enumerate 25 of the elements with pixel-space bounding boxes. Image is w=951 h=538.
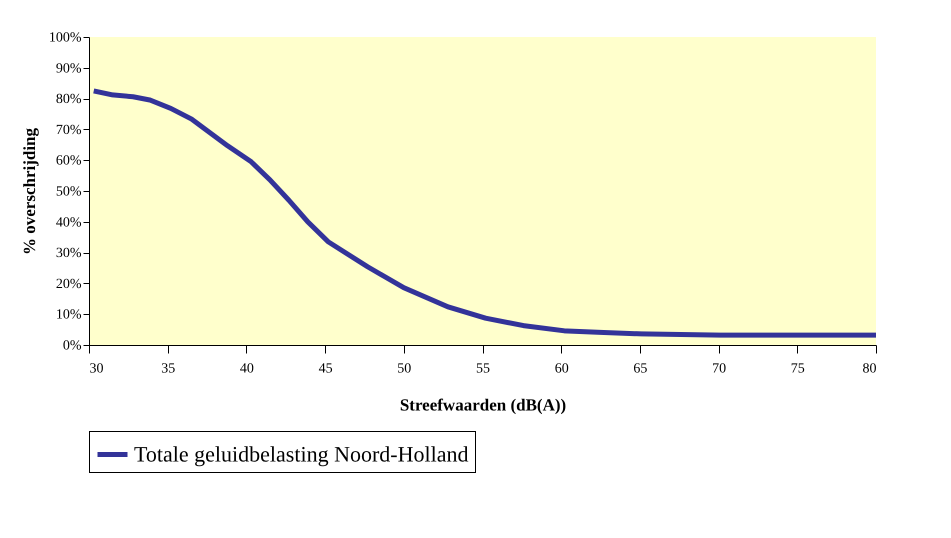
x-tick-label: 50 (397, 362, 412, 376)
x-tick-label: 45 (318, 362, 333, 376)
y-tick-label: 70% (56, 122, 82, 138)
y-tick-label: 30% (56, 246, 82, 262)
y-tick-label: 40% (56, 215, 82, 230)
y-tick-label: 90% (56, 61, 82, 76)
x-axis-title: Streefwaarden (dB(A)) (400, 396, 566, 414)
x-tick-label: 35 (161, 362, 176, 376)
y-tick-label: 50% (56, 184, 82, 200)
y-tick-label: 100% (48, 30, 82, 46)
x-tick-label: 65 (633, 362, 648, 376)
x-tick-label: 80 (862, 362, 876, 376)
x-tick-label: 70 (712, 362, 726, 376)
x-tick-label: 30 (90, 362, 104, 376)
x-tick-label: 40 (240, 362, 254, 376)
y-tick-label: 10% (56, 308, 82, 323)
legend-label: Totale geluidbelasting Noord-Holland (134, 442, 468, 466)
x-tick-label: 60 (554, 362, 569, 376)
y-tick-label: 0% (62, 338, 82, 354)
x-tick-label: 75 (790, 362, 805, 376)
y-axis-title: % overschrijding (20, 127, 39, 256)
y-tick-label: 80% (56, 92, 82, 108)
y-tick-label: 60% (56, 154, 82, 169)
x-tick-label: 55 (476, 362, 490, 376)
y-tick-label: 20% (56, 276, 82, 292)
